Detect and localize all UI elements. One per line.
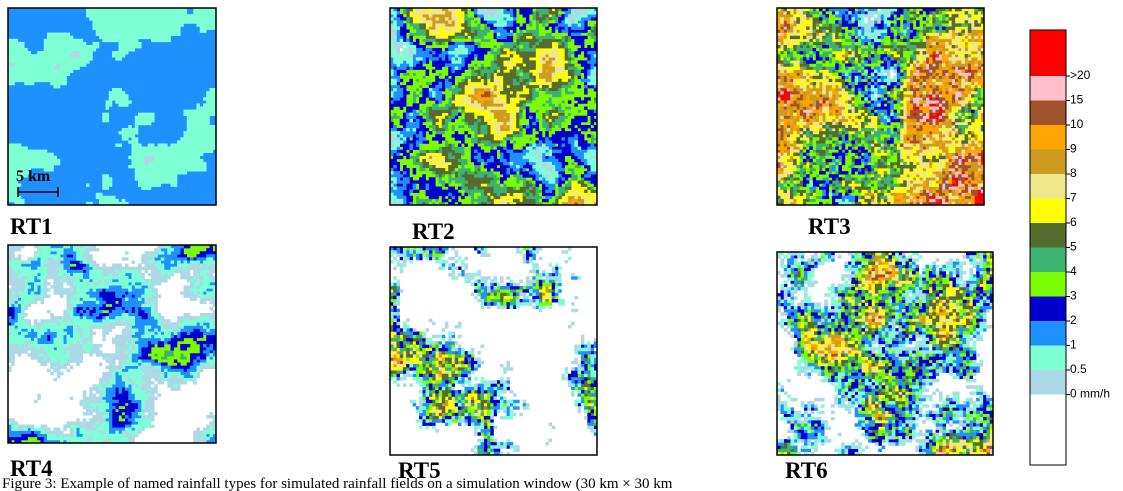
panel-label: RT6 bbox=[785, 458, 828, 483]
legend-label: 8 bbox=[1070, 166, 1077, 180]
rain-map bbox=[8, 245, 216, 443]
panel-label: RT2 bbox=[412, 219, 455, 244]
legend-label: 5 bbox=[1070, 240, 1077, 254]
legend-swatch bbox=[1030, 223, 1066, 248]
panel-label: RT1 bbox=[10, 214, 53, 239]
panel-label: RT3 bbox=[808, 214, 851, 239]
legend-label: 15 bbox=[1070, 93, 1084, 107]
legend-label: 6 bbox=[1070, 215, 1077, 229]
legend-label: 10 bbox=[1070, 117, 1084, 131]
legend-label: 1 bbox=[1070, 338, 1077, 352]
legend-label: 3 bbox=[1070, 289, 1077, 303]
legend-swatch bbox=[1030, 346, 1066, 371]
legend-swatch bbox=[1030, 150, 1066, 175]
legend-swatch bbox=[1030, 248, 1066, 273]
legend-swatch bbox=[1030, 76, 1066, 101]
legend-swatch bbox=[1030, 370, 1066, 395]
legend-swatch bbox=[1030, 321, 1066, 346]
legend-label: 0 mm/h bbox=[1070, 387, 1110, 401]
rain-map bbox=[777, 252, 993, 455]
legend-label: 2 bbox=[1070, 313, 1077, 327]
legend-label: >20 bbox=[1070, 68, 1091, 82]
scale-bar-label: 5 km bbox=[16, 168, 51, 185]
legend-swatch bbox=[1030, 297, 1066, 322]
legend-swatch bbox=[1030, 272, 1066, 297]
figure: Figure 3: Example of named rainfall type… bbox=[0, 0, 1123, 491]
panel-label: RT5 bbox=[398, 458, 441, 483]
legend-swatch bbox=[1030, 30, 1066, 76]
legend-label: 9 bbox=[1070, 142, 1077, 156]
legend-label: 7 bbox=[1070, 191, 1077, 205]
legend-swatch bbox=[1030, 174, 1066, 199]
caption: Figure 3: Example of named rainfall type… bbox=[2, 476, 673, 491]
rain-map bbox=[777, 8, 984, 205]
rain-map bbox=[390, 247, 597, 455]
rain-map bbox=[390, 8, 597, 205]
legend-swatch bbox=[1030, 125, 1066, 150]
legend-label: 4 bbox=[1070, 264, 1077, 278]
legend-swatch bbox=[1030, 199, 1066, 224]
legend-label: 0.5 bbox=[1070, 362, 1087, 376]
legend-swatch bbox=[1030, 101, 1066, 126]
legend-swatch bbox=[1030, 395, 1066, 466]
panel-label: RT4 bbox=[10, 456, 53, 481]
